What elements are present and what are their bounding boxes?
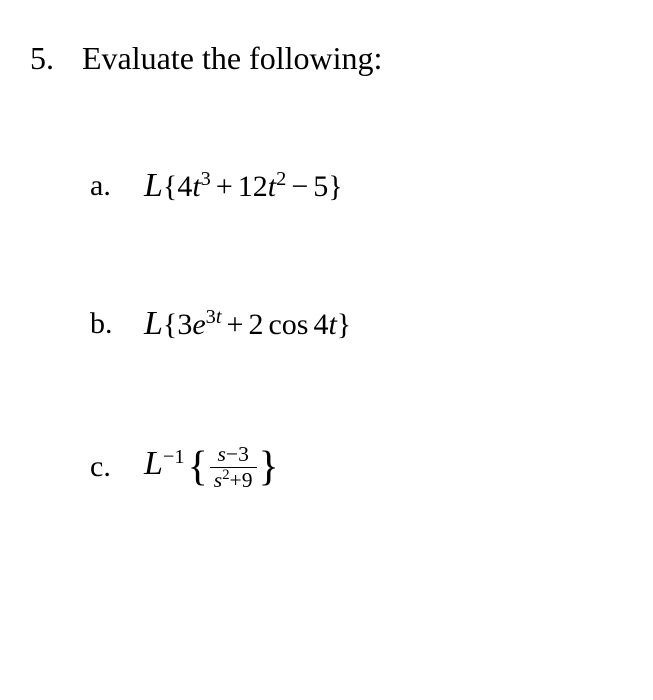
right-brace: } <box>259 446 279 488</box>
left-brace: { <box>188 446 208 488</box>
num-s: s <box>217 442 225 466</box>
laplace-symbol: L <box>144 305 163 342</box>
numerator: s−3 <box>210 443 257 467</box>
exp-3t: 3t <box>206 306 222 328</box>
item-c-expression: L−1{ s−3 s2+9 } <box>144 443 279 491</box>
left-brace: { <box>163 308 177 341</box>
num-3: 3 <box>238 442 249 466</box>
coef-5: 5 <box>313 170 328 203</box>
var-t: t <box>192 170 200 203</box>
coef-12: 12 <box>238 170 268 203</box>
coef-4: 4 <box>177 170 192 203</box>
den-plus: + <box>230 468 242 492</box>
exp-3: 3 <box>206 306 216 328</box>
laplace-symbol: L <box>144 167 163 204</box>
var-t: t <box>328 308 336 341</box>
right-brace: } <box>337 308 351 341</box>
item-a-expression: L{4t3+12t2−5} <box>144 167 343 205</box>
left-brace: { <box>163 170 177 203</box>
item-b-label: b. <box>90 307 120 341</box>
base-e: e <box>192 308 205 341</box>
den-9: 9 <box>242 468 253 492</box>
exp-3: 3 <box>201 168 211 190</box>
den-exp2: 2 <box>222 466 229 482</box>
inverse-exp: −1 <box>163 446 185 468</box>
coef-3: 3 <box>177 308 192 341</box>
minus-op: − <box>291 170 308 203</box>
problem-number: 5. <box>30 40 54 77</box>
den-s: s <box>214 468 222 492</box>
item-b: b. L{3e3t+2cos4t} <box>90 305 623 343</box>
item-b-expression: L{3e3t+2cos4t} <box>144 305 351 343</box>
num-minus: − <box>226 442 238 466</box>
fraction: s−3 s2+9 <box>210 443 257 491</box>
problem-title: Evaluate the following: <box>82 40 382 77</box>
item-a: a. L{4t3+12t2−5} <box>90 167 623 205</box>
item-c: c. L−1{ s−3 s2+9 } <box>90 443 623 491</box>
var-t2: t <box>268 170 276 203</box>
denominator: s2+9 <box>210 467 257 492</box>
exp-2: 2 <box>276 168 286 190</box>
plus-op: + <box>216 170 233 203</box>
cos-fn: cos <box>268 308 308 341</box>
item-a-label: a. <box>90 169 120 203</box>
plus-op: + <box>227 308 244 341</box>
coef-2: 2 <box>248 308 263 341</box>
problem-header: 5. Evaluate the following: <box>30 40 623 77</box>
laplace-symbol: L <box>144 445 163 482</box>
exp-t: t <box>216 306 222 328</box>
coef-4: 4 <box>313 308 328 341</box>
item-c-label: c. <box>90 450 120 484</box>
right-brace: } <box>328 170 342 203</box>
